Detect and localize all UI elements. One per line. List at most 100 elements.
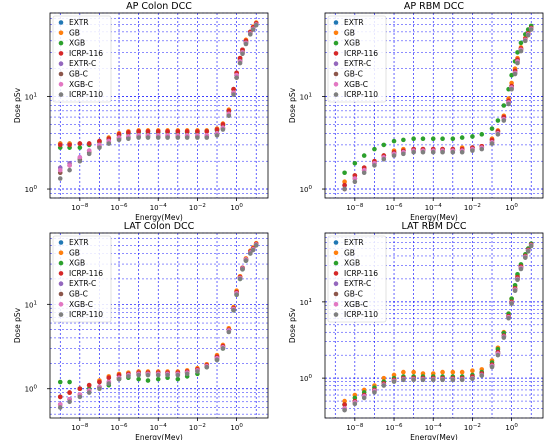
legend-box xyxy=(52,15,112,103)
legend-label: XGB xyxy=(344,39,360,48)
x-tick-label: 10−8 xyxy=(346,203,364,212)
data-point xyxy=(528,243,534,249)
y-tick-label: 101 xyxy=(25,93,37,102)
data-point xyxy=(243,258,249,263)
data-point xyxy=(67,167,72,173)
legend-label: EXTR xyxy=(344,18,364,27)
data-point xyxy=(361,395,367,401)
data-point xyxy=(372,146,377,152)
legend-marker xyxy=(58,291,64,297)
data-point xyxy=(97,138,102,144)
legend-label: ICRP-116 xyxy=(69,49,103,58)
data-point xyxy=(352,160,358,166)
x-tick-label: 10−2 xyxy=(464,423,481,432)
data-point xyxy=(155,129,161,134)
legend-label: EXTR-C xyxy=(69,59,96,68)
data-point xyxy=(420,149,426,155)
data-point xyxy=(126,136,131,142)
data-point xyxy=(116,132,122,137)
x-tick-label: 10−2 xyxy=(464,203,481,212)
data-point xyxy=(401,151,406,157)
x-tick-label: 100 xyxy=(505,423,518,432)
legend-marker xyxy=(333,30,339,36)
legend-label: XGB-C xyxy=(344,300,368,309)
data-point xyxy=(411,377,416,383)
legend-label: XGB xyxy=(344,259,360,268)
data-point xyxy=(342,398,347,404)
legend-label: GB xyxy=(69,248,80,257)
legend-box xyxy=(327,15,387,103)
legend-marker xyxy=(58,271,64,276)
x-tick-label: 10−8 xyxy=(71,203,89,212)
data-point xyxy=(525,32,531,38)
data-point xyxy=(512,282,518,288)
data-point xyxy=(411,136,416,142)
legend-marker xyxy=(58,20,64,25)
y-axis-label: Dose pSv xyxy=(13,87,22,123)
data-point xyxy=(126,130,131,135)
data-point xyxy=(450,369,456,375)
data-point xyxy=(381,142,387,148)
data-point xyxy=(470,376,475,382)
legend-label: EXTR xyxy=(69,18,89,27)
legend-label: ICRP-110 xyxy=(69,90,103,99)
legend-label: EXTR-C xyxy=(69,279,96,288)
data-point xyxy=(450,149,456,155)
data-point xyxy=(67,379,72,385)
x-axis-label: Energy(Mev) xyxy=(135,433,183,440)
legend-marker xyxy=(333,250,339,256)
legend-marker xyxy=(58,240,64,245)
data-point xyxy=(231,307,236,313)
legend-marker xyxy=(333,240,339,245)
legend-marker xyxy=(58,71,64,77)
data-point xyxy=(195,369,200,374)
data-point xyxy=(226,329,232,335)
data-point xyxy=(515,50,520,55)
legend-marker xyxy=(58,30,64,36)
y-tick-label: 101 xyxy=(300,93,312,102)
data-point xyxy=(175,376,181,382)
data-point xyxy=(220,122,226,127)
series-XGB xyxy=(342,23,534,176)
data-point xyxy=(512,288,518,294)
y-tick-label: 100 xyxy=(25,385,38,394)
data-point xyxy=(57,394,63,400)
data-point xyxy=(237,276,243,282)
data-point xyxy=(523,38,528,44)
data-point xyxy=(253,22,259,28)
data-point xyxy=(248,32,253,37)
data-point xyxy=(145,378,151,383)
y-axis-label: Dose pSv xyxy=(13,307,22,343)
data-point xyxy=(165,135,170,140)
legend-label: ICRP-116 xyxy=(69,269,103,278)
data-point xyxy=(401,377,406,383)
legend-marker xyxy=(58,250,64,256)
data-point xyxy=(237,55,243,61)
data-point xyxy=(361,153,367,158)
series-ICRP-110 xyxy=(342,243,534,413)
data-point xyxy=(501,335,507,340)
data-point xyxy=(459,135,465,140)
legend-label: ICRP-116 xyxy=(344,269,378,278)
data-point xyxy=(204,129,210,134)
data-point xyxy=(506,315,511,321)
data-point xyxy=(459,149,465,155)
legend-label: XGB xyxy=(69,39,85,48)
data-point xyxy=(501,118,507,123)
panel-2: 10−8 10−6 10−4 10−2 100100101EXTRGBXGBICRP-1… xyxy=(288,1,544,222)
legend-marker xyxy=(58,51,64,56)
data-point xyxy=(220,127,226,132)
data-point xyxy=(67,142,72,148)
data-point xyxy=(420,136,426,142)
data-point xyxy=(240,267,245,272)
data-point xyxy=(518,40,524,46)
x-tick-label: 10−6 xyxy=(111,203,129,212)
data-point xyxy=(459,377,465,383)
data-point xyxy=(352,179,358,185)
data-point xyxy=(470,368,475,374)
data-point xyxy=(204,135,210,140)
data-point xyxy=(67,399,72,405)
